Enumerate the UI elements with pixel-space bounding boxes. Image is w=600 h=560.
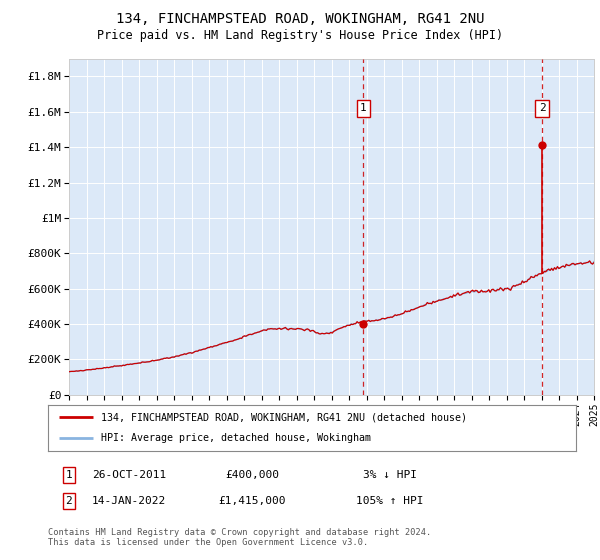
Text: 1: 1	[65, 470, 73, 480]
Text: 134, FINCHAMPSTEAD ROAD, WOKINGHAM, RG41 2NU: 134, FINCHAMPSTEAD ROAD, WOKINGHAM, RG41…	[116, 12, 484, 26]
Text: 2: 2	[65, 496, 73, 506]
Text: 14-JAN-2022: 14-JAN-2022	[92, 496, 166, 506]
Text: 134, FINCHAMPSTEAD ROAD, WOKINGHAM, RG41 2NU (detached house): 134, FINCHAMPSTEAD ROAD, WOKINGHAM, RG41…	[101, 412, 467, 422]
Text: £1,415,000: £1,415,000	[218, 496, 286, 506]
Text: 3% ↓ HPI: 3% ↓ HPI	[363, 470, 417, 480]
Text: 105% ↑ HPI: 105% ↑ HPI	[356, 496, 424, 506]
Text: 26-OCT-2011: 26-OCT-2011	[92, 470, 166, 480]
Text: Price paid vs. HM Land Registry's House Price Index (HPI): Price paid vs. HM Land Registry's House …	[97, 29, 503, 42]
Text: £400,000: £400,000	[225, 470, 279, 480]
Text: 1: 1	[360, 103, 367, 113]
Text: HPI: Average price, detached house, Wokingham: HPI: Average price, detached house, Woki…	[101, 433, 371, 444]
Text: 2: 2	[539, 103, 545, 113]
Text: Contains HM Land Registry data © Crown copyright and database right 2024.
This d: Contains HM Land Registry data © Crown c…	[48, 528, 431, 547]
